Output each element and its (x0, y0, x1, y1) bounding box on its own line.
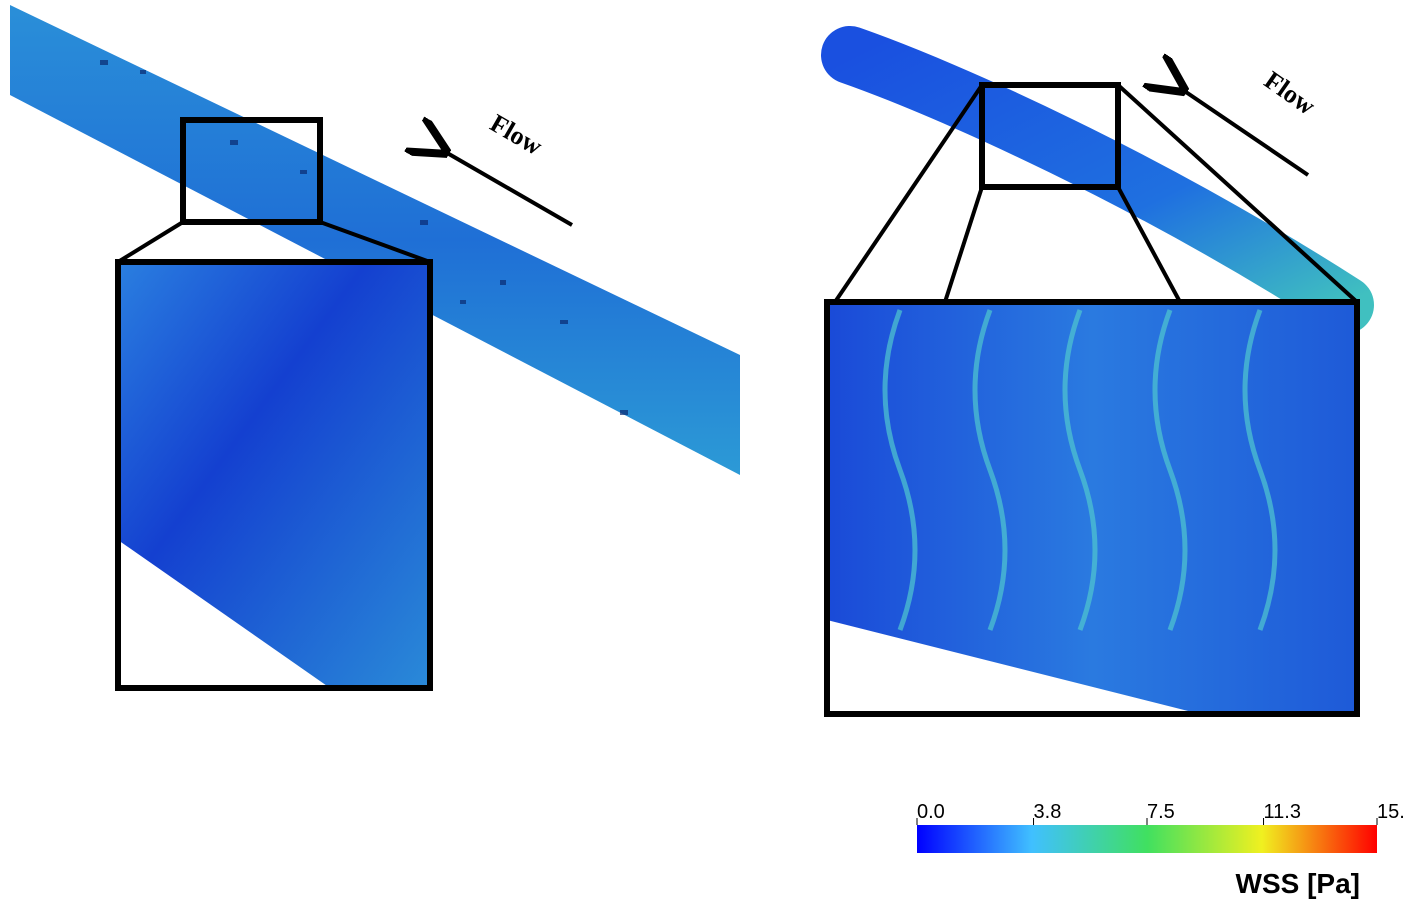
flow-label: Flow (485, 108, 547, 161)
right-panel: Flow (827, 55, 1357, 714)
tick-label: 15. (1377, 801, 1405, 823)
left-panel: Flow (10, 5, 740, 688)
colorbar: WSS [Pa] 0.0 3.8 7.5 11.3 15. (917, 801, 1405, 899)
tick-label: 3.8 (1034, 801, 1062, 823)
tick-label: 7.5 (1147, 801, 1175, 823)
zoom-line (835, 85, 982, 302)
tick-label: 11.3 (1264, 801, 1301, 823)
tick-label: 0.0 (917, 801, 945, 823)
flow-arrow (442, 150, 572, 225)
colorbar-gradient (917, 825, 1377, 853)
flow-label: Flow (1259, 65, 1321, 120)
figure: Flow Flow WSS [Pa] 0.0 3.8 7.5 11.3 15. (0, 0, 1424, 900)
zoom-line (118, 222, 183, 262)
colorbar-title: WSS [Pa] (1236, 868, 1360, 899)
zoom-line (945, 187, 982, 302)
inset-vessel (118, 262, 430, 688)
